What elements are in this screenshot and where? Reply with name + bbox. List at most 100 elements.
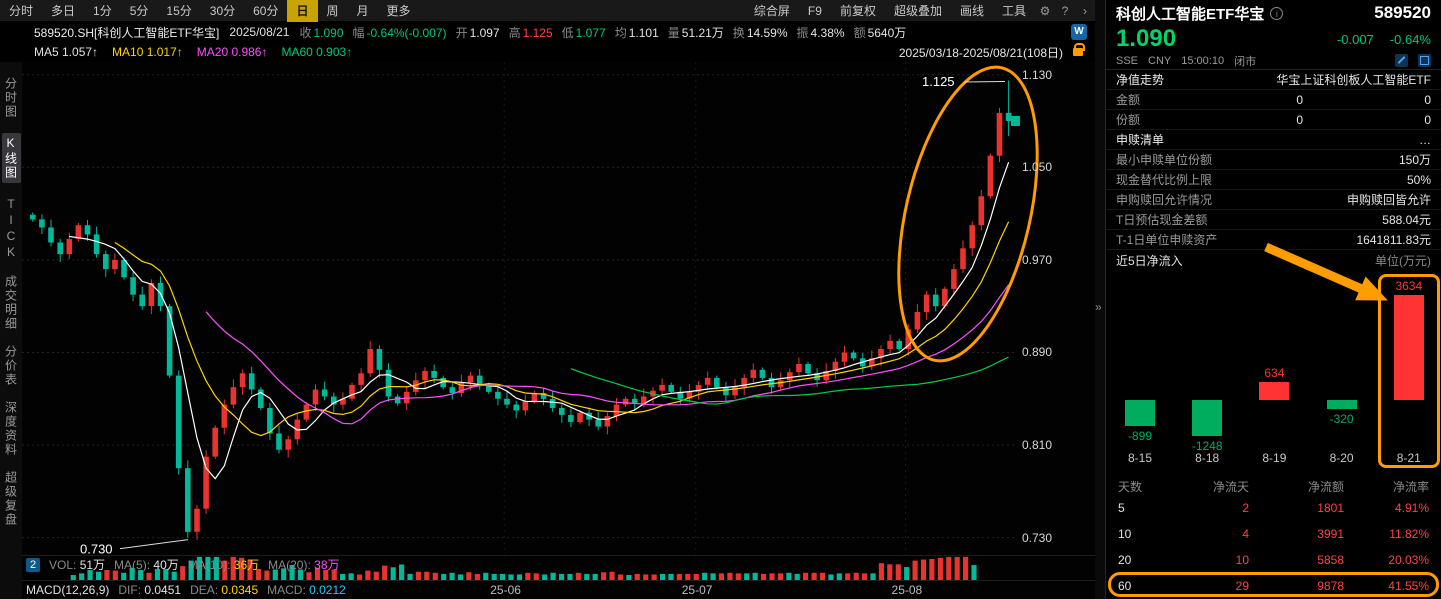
lock-icon[interactable] bbox=[1073, 43, 1085, 56]
flow-bar-value: 3634 bbox=[1395, 279, 1423, 293]
gear-icon[interactable]: ⚙ bbox=[1039, 3, 1051, 18]
price-change: -0.007 bbox=[1336, 31, 1374, 47]
kline-chart-area[interactable]: 1.125 0.730 2 VOL: 51万 MA(5): 40万 MA(10): 36… bbox=[22, 62, 1095, 599]
toolbar-button[interactable]: 前复权 bbox=[839, 3, 876, 18]
flow-table-cell: 5858 bbox=[1317, 553, 1344, 567]
panel-row-value: … bbox=[1419, 132, 1431, 147]
macd-field: DIF: 0.0451 bbox=[118, 581, 181, 599]
panel-collapse-strip[interactable]: » bbox=[1095, 0, 1105, 599]
panel-row-value: 1641811.83元 bbox=[1356, 233, 1431, 247]
flow-table-row[interactable]: 5 2 1801 4.91% bbox=[1106, 495, 1441, 521]
flow-bar-date: 8-15 bbox=[1127, 451, 1153, 465]
quote-field-value: 1.125 bbox=[522, 25, 553, 40]
etf-name: 科创人工智能ETF华宝 bbox=[1116, 5, 1265, 23]
quote-field-label: 换 bbox=[732, 25, 745, 40]
left-sidebar: 分时图 K线图 TICK 成交明细分价表深度资料超级复盘 bbox=[0, 62, 22, 599]
quote-field-label: 低 bbox=[561, 25, 574, 40]
toolbar-tab[interactable]: 分时 bbox=[9, 3, 34, 18]
panel-row-label: 最小申赎单位份额 bbox=[1116, 153, 1213, 167]
symbol-label: 589520.SH[科创人工智能ETF华宝] bbox=[34, 25, 220, 40]
quote-field: 量 51.21万 bbox=[668, 24, 724, 41]
macd-field: DEA: 0.0345 bbox=[190, 581, 258, 599]
indicator-badge[interactable]: 2 bbox=[26, 557, 40, 572]
y-axis-label: 1.050 bbox=[1022, 160, 1053, 175]
sidebar-item[interactable]: 深度资料 bbox=[3, 401, 18, 457]
chevron-right-icon[interactable]: › bbox=[1083, 3, 1087, 18]
vol-field-label: MA(20): bbox=[268, 558, 315, 572]
flow-table-cell: 10 bbox=[1118, 527, 1132, 541]
panel-row: 份额 0 0 bbox=[1106, 110, 1441, 130]
quote-field-label: 振 bbox=[796, 25, 809, 40]
flow-bar-date: 8-19 bbox=[1262, 451, 1287, 465]
flow-table-row[interactable]: 10 4 3991 11.82% bbox=[1106, 521, 1441, 547]
panel-row: 申赎清单… bbox=[1106, 130, 1441, 150]
panel-row-label: T-1日单位申赎资产 bbox=[1116, 233, 1218, 247]
quote-fields: 收 1.090 幅 -0.64%(-0.007) 开 1.097 高 1.125 低 1.077 均… bbox=[299, 24, 906, 41]
quote-field-label: 幅 bbox=[352, 25, 365, 40]
sidebar-item[interactable]: TICK bbox=[4, 197, 18, 261]
quote-field-value: 51.21万 bbox=[681, 25, 724, 40]
info-icon[interactable]: i bbox=[1270, 6, 1284, 20]
panel-row-label: 金额 bbox=[1116, 93, 1141, 107]
panel-row: 最小申赎单位份额 150万 bbox=[1106, 150, 1441, 170]
candles bbox=[30, 80, 1012, 540]
toolbar-tab[interactable]: 30分 bbox=[209, 3, 236, 18]
app-logo-badge: W bbox=[1071, 24, 1087, 40]
sidebar-item[interactable]: K线图 bbox=[1, 133, 21, 183]
toolbar-tab[interactable]: 15分 bbox=[166, 3, 192, 18]
collapse-icon[interactable]: » bbox=[1095, 300, 1102, 314]
toolbar-tab[interactable]: 周 bbox=[326, 3, 339, 18]
toolbar-tab[interactable]: 1分 bbox=[93, 3, 112, 18]
toolbar-tab[interactable]: 更多 bbox=[386, 3, 411, 18]
flow-table-row[interactable]: 20 10 5858 20.03% bbox=[1106, 547, 1441, 573]
flow-table-row[interactable]: 60 29 9878 41.55% bbox=[1106, 573, 1441, 599]
flow-bar-value: -1248 bbox=[1191, 439, 1223, 453]
panel-row: 申购赎回允许情况 申购赎回皆允许 bbox=[1106, 190, 1441, 210]
macd-field-label: DIF: bbox=[118, 583, 145, 597]
grid-icon[interactable] bbox=[1418, 54, 1431, 67]
ma-value: MA20 0.986↑ bbox=[196, 45, 268, 59]
toolbar-tab[interactable]: 5分 bbox=[129, 3, 149, 18]
quote-field-value: 5640万 bbox=[867, 25, 907, 40]
edit-icon[interactable] bbox=[1395, 54, 1408, 67]
panel-row[interactable]: 净值走势 华宝上证科创板人工智能ETF bbox=[1106, 70, 1441, 90]
vol-field: MA(20): 38万 bbox=[268, 556, 339, 573]
x-axis-label: 25-06 bbox=[490, 583, 521, 597]
toolbar-button[interactable]: 综合屏 bbox=[753, 3, 790, 18]
toolbar-button[interactable]: 画线 bbox=[959, 3, 984, 18]
toolbar-button[interactable]: F9 bbox=[807, 3, 822, 18]
toolbar-tab[interactable]: 60分 bbox=[253, 3, 279, 18]
toolbar-tab[interactable]: 月 bbox=[356, 3, 369, 18]
quote-field-value: 4.38% bbox=[810, 25, 845, 40]
macd-field-label: MACD: bbox=[267, 583, 310, 597]
ma-value: MA60 0.903↑ bbox=[281, 45, 353, 59]
help-icon[interactable]: ? bbox=[1061, 3, 1069, 18]
sidebar-item[interactable]: 分时图 bbox=[3, 77, 18, 119]
flow-bar-date: 8-20 bbox=[1329, 451, 1354, 465]
macd-field-value: 0.0345 bbox=[221, 583, 259, 597]
flow-unit-label: 单位(万元) bbox=[1375, 253, 1431, 268]
quote-field-label: 均 bbox=[614, 25, 627, 40]
ma-value: MA10 1.017↑ bbox=[112, 45, 183, 59]
quote-field-label: 高 bbox=[508, 25, 521, 40]
price-row: 1.090 -0.007 -0.64% bbox=[1106, 25, 1441, 52]
toolbar-tab[interactable]: 多日 bbox=[51, 3, 76, 18]
toolbar-button[interactable]: 工具 bbox=[1001, 3, 1026, 18]
quote-field-label: 量 bbox=[667, 25, 680, 40]
toolbar-tab[interactable]: 日 bbox=[287, 0, 318, 22]
volume-chart bbox=[22, 555, 1095, 581]
flow-table-header: 天数 bbox=[1118, 479, 1143, 494]
sidebar-item[interactable]: 成交明细 bbox=[3, 275, 18, 331]
sidebar-item[interactable]: 分价表 bbox=[3, 345, 18, 387]
toolbar-button[interactable]: 超级叠加 bbox=[893, 3, 942, 18]
panel-row-label: 现金替代比例上限 bbox=[1116, 173, 1213, 187]
market-status: 闭市 bbox=[1234, 55, 1257, 68]
panel-row: T-1日单位申赎资产 1641811.83元 bbox=[1106, 230, 1441, 250]
sidebar-item[interactable]: 超级复盘 bbox=[3, 471, 18, 527]
panel-row-label: 净值走势 bbox=[1116, 73, 1165, 87]
quote-field: 均 1.101 bbox=[615, 24, 659, 41]
flow-table-cell: 41.55% bbox=[1388, 579, 1429, 593]
macd-indicator-bar: MACD(12,26,9) DIF: 0.0451 DEA: 0.0345 MACD:… bbox=[22, 581, 1095, 599]
panel-row: T日预估现金差额 588.04元 bbox=[1106, 210, 1441, 230]
